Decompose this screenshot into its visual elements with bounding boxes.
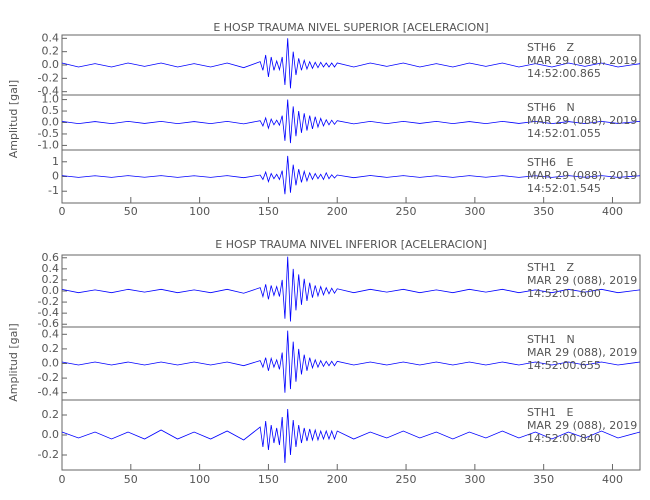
- trace-annotation: 14:52:00.655: [527, 359, 601, 372]
- x-tick-label: 100: [189, 473, 210, 486]
- trace-annotation: STH6 N: [527, 101, 575, 114]
- y-tick-label: -1: [48, 184, 59, 197]
- y-tick-label: -0.2: [38, 295, 59, 308]
- x-tick-label: 150: [258, 473, 279, 486]
- y-tick-label: 0.4: [42, 327, 60, 340]
- y-tick-label: 0.2: [42, 342, 60, 355]
- y-tick-label: -0.4: [38, 85, 59, 98]
- x-tick-label: 400: [602, 205, 623, 218]
- trace-annotation: STH1 N: [527, 333, 575, 346]
- waveform: [61, 330, 641, 393]
- x-tick-label: 300: [464, 205, 485, 218]
- y-tick-label: 0.0: [42, 116, 60, 129]
- x-tick-label: 350: [533, 205, 554, 218]
- trace-annotation: STH6 E: [527, 156, 573, 169]
- y-tick-label: 0.6: [42, 251, 60, 264]
- x-tick-label: 0: [59, 473, 66, 486]
- y-tick-label: -0.4: [38, 386, 59, 399]
- x-tick-label: 400: [602, 473, 623, 486]
- y-tick-label: 1.0: [42, 93, 60, 106]
- x-tick-label: 0: [59, 205, 66, 218]
- x-tick-label: 250: [396, 473, 417, 486]
- y-tick-label: -0.5: [38, 127, 59, 140]
- trace-annotation: MAR 29 (088), 2019: [527, 419, 637, 432]
- trace-annotation: MAR 29 (088), 2019: [527, 274, 637, 287]
- y-tick-label: 0.4: [42, 262, 60, 275]
- x-tick-label: 250: [396, 205, 417, 218]
- y-tick-label: 0.0: [42, 58, 60, 71]
- trace-annotation: MAR 29 (088), 2019: [527, 169, 637, 182]
- x-tick-label: 150: [258, 205, 279, 218]
- y-tick-label: 0.2: [42, 45, 60, 58]
- y-tick-label: 1: [52, 155, 59, 168]
- y-axis-label: Amplitud [gal]: [7, 80, 20, 158]
- x-tick-label: 300: [464, 473, 485, 486]
- y-tick-label: 0.5: [42, 104, 60, 117]
- y-tick-label: 0.4: [42, 31, 60, 44]
- y-tick-label: -0.2: [38, 371, 59, 384]
- y-tick-label: -1.0: [38, 138, 59, 151]
- y-tick-label: 0.0: [42, 284, 60, 297]
- trace-annotation: MAR 29 (088), 2019: [527, 54, 637, 67]
- trace-annotation: STH1 E: [527, 406, 573, 419]
- y-tick-label: -0.2: [38, 71, 59, 84]
- y-tick-label: 0: [52, 170, 59, 183]
- y-tick-label: 0.0: [42, 357, 60, 370]
- x-tick-label: 50: [124, 473, 138, 486]
- trace-annotation: 14:52:00.840: [527, 432, 601, 445]
- x-tick-label: 200: [327, 205, 348, 218]
- trace-annotation: 14:52:01.055: [527, 127, 601, 140]
- trace-annotation: 14:52:01.600: [527, 287, 601, 300]
- y-tick-label: -0.6: [38, 317, 59, 330]
- waveform: [61, 38, 641, 89]
- y-tick-label: 0.2: [42, 408, 60, 421]
- y-tick-label: -0.2: [38, 448, 59, 461]
- waveform: [61, 408, 641, 464]
- trace-annotation: STH1 Z: [527, 261, 574, 274]
- waveform: [61, 155, 641, 195]
- trace-annotation: MAR 29 (088), 2019: [527, 114, 637, 127]
- trace-annotation: STH6 Z: [527, 41, 574, 54]
- trace-annotation: 14:52:00.865: [527, 67, 601, 80]
- trace-annotation: MAR 29 (088), 2019: [527, 346, 637, 359]
- chart-title: E HOSP TRAUMA NIVEL SUPERIOR [ACELERACIO…: [213, 21, 488, 34]
- x-tick-label: 200: [327, 473, 348, 486]
- chart-title: E HOSP TRAUMA NIVEL INFERIOR [ACELERACIO…: [215, 238, 486, 251]
- x-tick-label: 350: [533, 473, 554, 486]
- y-axis-label: Amplitud [gal]: [7, 323, 20, 401]
- trace-annotation: 14:52:01.545: [527, 182, 601, 195]
- y-tick-label: 0.0: [42, 428, 60, 441]
- x-tick-label: 50: [124, 205, 138, 218]
- waveform: [61, 256, 641, 322]
- y-tick-label: -0.4: [38, 306, 59, 319]
- y-tick-label: 0.2: [42, 273, 60, 286]
- x-tick-label: 100: [189, 205, 210, 218]
- waveform: [61, 99, 641, 144]
